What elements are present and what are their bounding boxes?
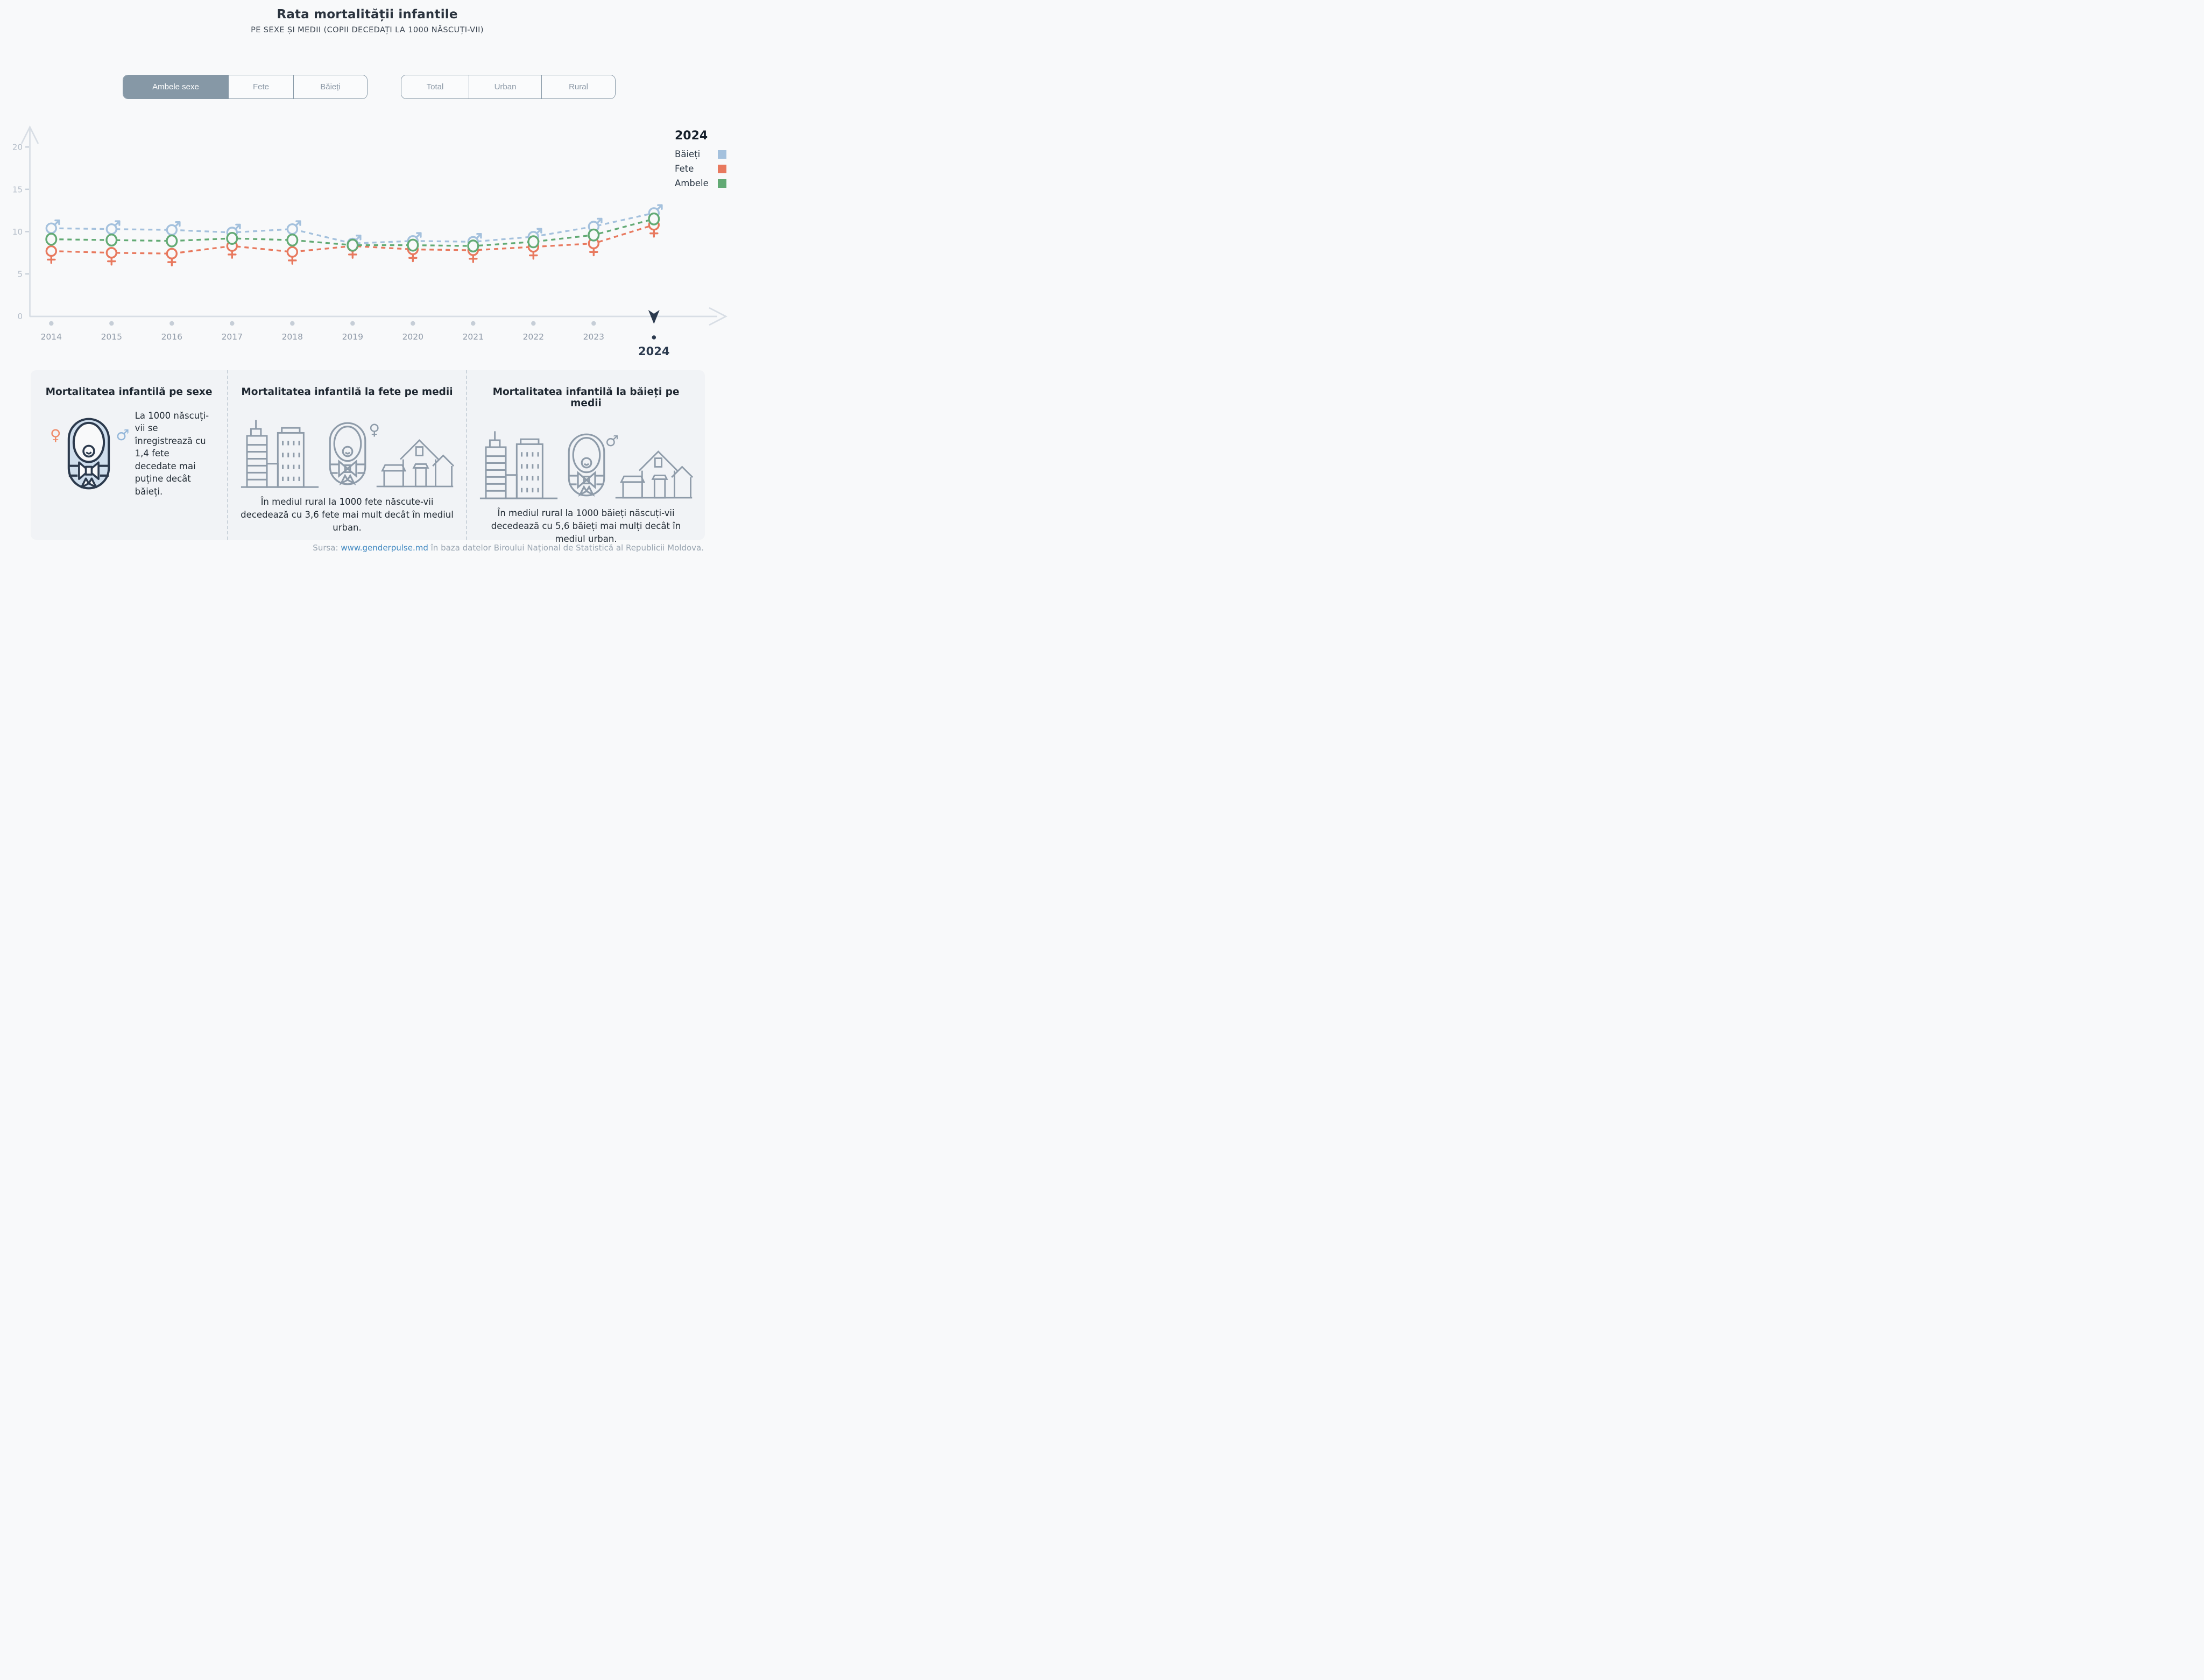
marker-ambele-2022 — [527, 235, 540, 249]
tab-urban[interactable]: Urban — [469, 75, 542, 98]
legend-item-baieti: Băieți — [675, 149, 726, 159]
year-label-2024[interactable]: 2024 — [638, 345, 669, 358]
year-dot-2017[interactable] — [230, 321, 235, 326]
tab-baieti[interactable]: Băieți — [294, 75, 367, 98]
female-icon: ♀ — [369, 421, 380, 439]
source-suffix: în baza datelor Biroului Național de Sta… — [430, 543, 704, 553]
source-label: Sursa: — [313, 543, 338, 553]
year-dot-2023[interactable] — [591, 321, 596, 326]
source-footer: Sursa: www.genderpulse.md în baza datelo… — [313, 543, 704, 553]
marker-băieți-2018 — [286, 220, 301, 235]
legend-label: Ambele — [675, 178, 709, 188]
year-dot-2022[interactable] — [531, 321, 536, 326]
year-label-2019[interactable]: 2019 — [342, 332, 363, 342]
year-dot-2018[interactable] — [290, 321, 295, 326]
tab-fete[interactable]: Fete — [229, 75, 294, 98]
source-link[interactable]: www.genderpulse.md — [341, 543, 428, 553]
baby-icon — [567, 433, 606, 497]
card-title: Mortalitatea infantilă la băieți pe medi… — [492, 386, 680, 409]
year-label-2023[interactable]: 2023 — [583, 332, 604, 342]
legend-year: 2024 — [675, 129, 708, 143]
marker-fete-2016 — [166, 248, 178, 267]
y-tick-label: 15 — [12, 185, 23, 194]
marker-ambele-2020 — [407, 238, 419, 252]
year-dot-2014[interactable] — [49, 321, 54, 326]
mortality-line-chart: 0 5 10 15 20 2014 2015 2016 2017 2018 2019 2020 2021… — [12, 125, 727, 358]
marker-băieți-2016 — [166, 221, 181, 236]
card-boys-by-area: Mortalitatea infantilă la băieți pe medi… — [466, 370, 705, 544]
year-dot-2020[interactable] — [411, 321, 415, 326]
legend-item-ambele: Ambele — [675, 178, 726, 188]
city-buildings-icon — [479, 427, 559, 499]
marker-fete-2014 — [45, 245, 58, 264]
card-mortality-by-sex: Mortalitatea infantilă pe sexe ♀ ♂ La 10… — [31, 370, 227, 540]
legend-item-fete: Fete — [675, 164, 726, 174]
legend-label: Fete — [675, 164, 694, 174]
marker-ambele-2021 — [467, 239, 479, 253]
summary-cards: Mortalitatea infantilă pe sexe ♀ ♂ La 10… — [31, 370, 705, 544]
marker-ambele-2014 — [45, 232, 58, 246]
card-girls-by-area: Mortalitatea infantilă la fete pe medii … — [227, 370, 466, 540]
city-buildings-icon — [240, 416, 320, 488]
marker-băieți-2014 — [45, 219, 60, 234]
card-text: În mediul rural la 1000 băieți născuți-v… — [491, 508, 681, 544]
marker-băieți-2015 — [105, 220, 121, 235]
year-label-2021[interactable]: 2021 — [463, 332, 484, 342]
y-tick-label: 0 — [17, 312, 23, 321]
y-tick-label: 20 — [12, 143, 23, 152]
legend-swatch-baieti — [718, 150, 726, 159]
marker-ambele-2017 — [226, 232, 238, 245]
year-label-2022[interactable]: 2022 — [523, 332, 544, 342]
year-dot-2016[interactable] — [169, 321, 174, 326]
marker-fete-2018 — [286, 246, 298, 265]
marker-fete-2015 — [105, 247, 118, 266]
year-label-2017[interactable]: 2017 — [222, 332, 243, 342]
y-tick-label: 10 — [12, 227, 23, 237]
legend-label: Băieți — [675, 149, 701, 159]
filter-controls: Ambele sexe Fete Băieți Total Urban Rura… — [123, 75, 616, 99]
marker-ambele-2024 — [648, 212, 660, 225]
y-tick-label: 5 — [17, 270, 23, 279]
selected-year-pointer[interactable] — [648, 310, 660, 324]
marker-ambele-2019 — [347, 238, 359, 252]
male-icon: ♂ — [605, 432, 619, 450]
page-title: Rata mortalității infantile — [277, 8, 458, 22]
marker-ambele-2018 — [286, 234, 299, 247]
swaddled-baby-icon — [67, 417, 111, 490]
year-dot-2021[interactable] — [471, 321, 476, 326]
legend-swatch-ambele — [718, 179, 726, 188]
tab-total[interactable]: Total — [401, 75, 469, 98]
card-title: Mortalitatea infantilă pe sexe — [45, 386, 213, 398]
year-label-2016[interactable]: 2016 — [161, 332, 182, 342]
area-tab-group: Total Urban Rural — [401, 75, 616, 99]
year-dot-2019[interactable] — [350, 321, 355, 326]
tab-ambele-sexe[interactable]: Ambele sexe — [123, 75, 229, 98]
tab-rural[interactable]: Rural — [542, 75, 615, 98]
female-icon: ♀ — [50, 426, 61, 444]
sex-tab-group: Ambele sexe Fete Băieți — [123, 75, 368, 99]
rural-house-icon — [376, 435, 454, 488]
rural-house-icon — [614, 447, 693, 499]
x-axis-arrow — [709, 307, 727, 326]
chart-legend: 2024 Băieți Fete Ambele — [675, 129, 726, 193]
page-subtitle: PE SEXE ȘI MEDII (COPII DECEDAȚI LA 1000… — [251, 26, 484, 34]
card-text: În mediul rural la 1000 fete născute-vii… — [241, 497, 454, 533]
y-axis-arrow — [20, 125, 39, 144]
header: Rata mortalității infantile PE SEXE ȘI M… — [0, 8, 734, 34]
card-text: La 1000 născuți-vii se înregistrează cu … — [135, 411, 209, 497]
legend-swatch-fete — [718, 164, 726, 173]
marker-ambele-2015 — [105, 234, 118, 247]
year-label-2014[interactable]: 2014 — [41, 332, 62, 342]
series-line-băieți — [51, 212, 654, 245]
marker-ambele-2023 — [588, 228, 600, 242]
year-dot-2015[interactable] — [109, 321, 114, 326]
selected-year-dot — [652, 335, 656, 340]
year-label-2018[interactable]: 2018 — [282, 332, 303, 342]
marker-ambele-2016 — [166, 234, 178, 248]
male-icon: ♂ — [116, 426, 130, 444]
baby-icon — [328, 421, 367, 486]
year-label-2020[interactable]: 2020 — [402, 332, 423, 342]
card-title: Mortalitatea infantilă la fete pe medii — [241, 386, 453, 398]
year-label-2015[interactable]: 2015 — [101, 332, 122, 342]
